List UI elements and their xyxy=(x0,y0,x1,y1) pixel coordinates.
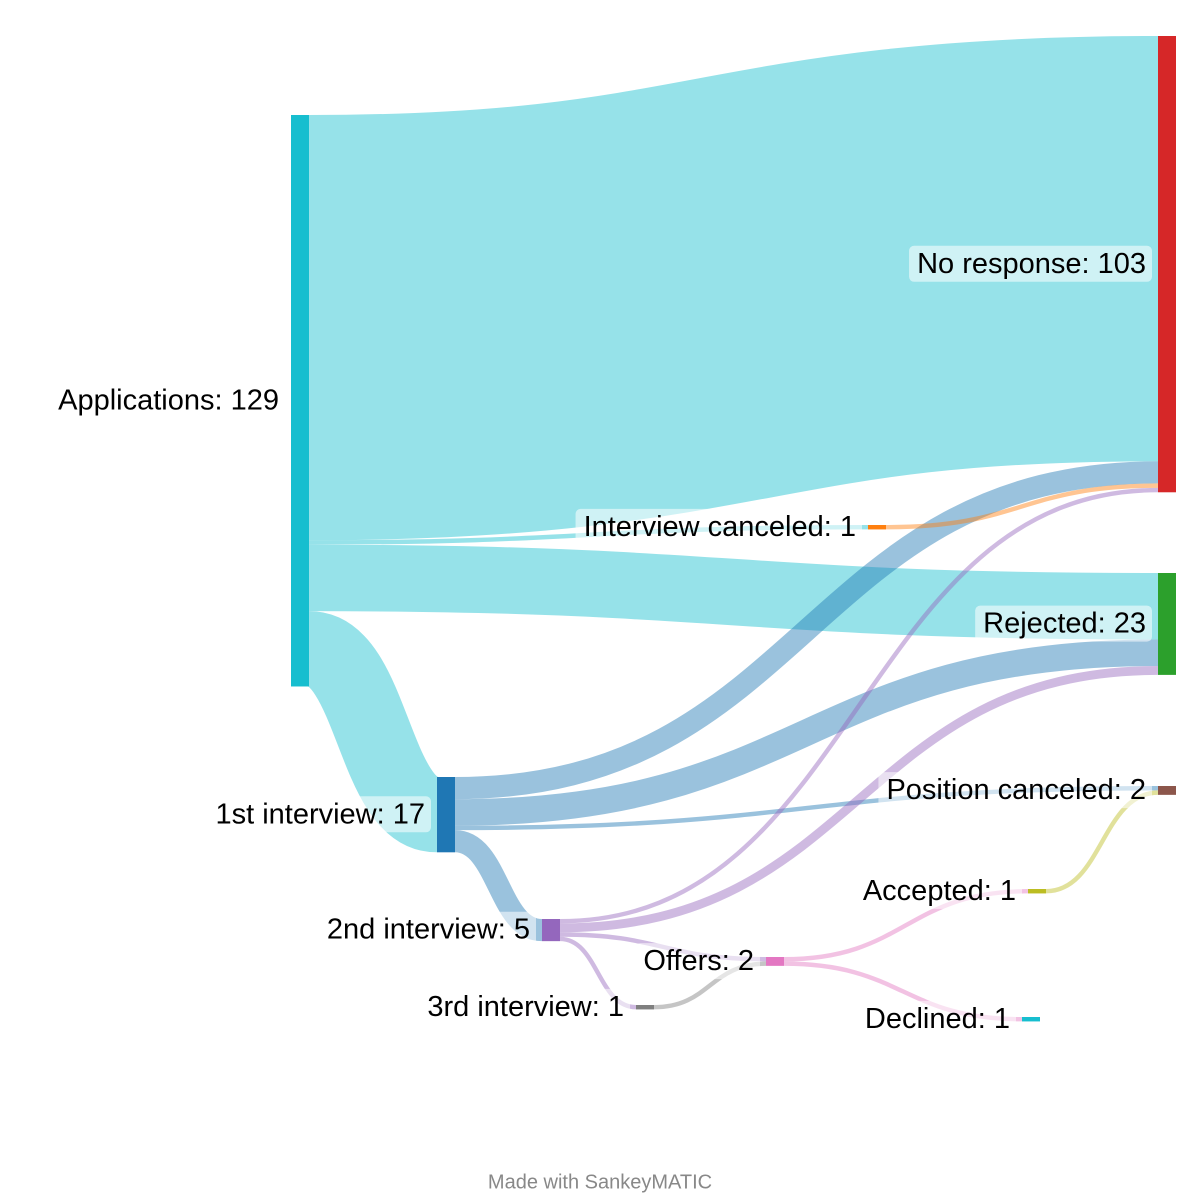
label-background xyxy=(50,382,285,419)
flow xyxy=(559,666,1159,933)
node xyxy=(542,919,560,942)
node xyxy=(1158,786,1176,795)
label-background xyxy=(318,911,536,948)
node-label: 2nd interview: 5 xyxy=(327,914,530,946)
label-background xyxy=(975,605,1152,642)
flow xyxy=(454,639,1159,826)
node xyxy=(636,1005,654,1010)
node-label: No response: 103 xyxy=(917,248,1146,280)
flow xyxy=(885,483,1159,530)
credit: Made with SankeyMATIC xyxy=(488,1171,712,1193)
node-label: 1st interview: 17 xyxy=(215,798,425,830)
node-label: Accepted: 1 xyxy=(863,875,1016,907)
label-background xyxy=(856,1000,1016,1037)
label-background xyxy=(909,245,1152,282)
flow xyxy=(559,487,1159,924)
flow xyxy=(454,461,1159,800)
flow xyxy=(308,544,1159,640)
labels: Applications: 129 No response: 103 Intervi… xyxy=(50,245,1152,1037)
node-label: Applications: 129 xyxy=(58,384,279,416)
node-label: Rejected: 23 xyxy=(983,608,1146,640)
node-label: Offers: 2 xyxy=(643,945,754,977)
node xyxy=(1022,1017,1040,1022)
node xyxy=(868,525,886,530)
nodes xyxy=(291,36,1176,1022)
label-background xyxy=(635,943,760,980)
node-label: Declined: 1 xyxy=(865,1003,1010,1035)
label-background xyxy=(854,872,1022,909)
node xyxy=(1158,573,1176,675)
label-background xyxy=(207,796,431,833)
node xyxy=(766,957,784,966)
node xyxy=(1028,889,1046,894)
node-label: Position canceled: 2 xyxy=(886,774,1146,806)
node-label: 3rd interview: 1 xyxy=(427,991,624,1023)
node-label: Interview canceled: 1 xyxy=(584,511,856,543)
label-background xyxy=(419,988,630,1025)
label-background xyxy=(575,508,862,545)
flow xyxy=(303,611,443,853)
label-background xyxy=(878,772,1152,809)
node xyxy=(291,115,309,687)
node xyxy=(1158,36,1176,493)
node xyxy=(437,777,455,853)
